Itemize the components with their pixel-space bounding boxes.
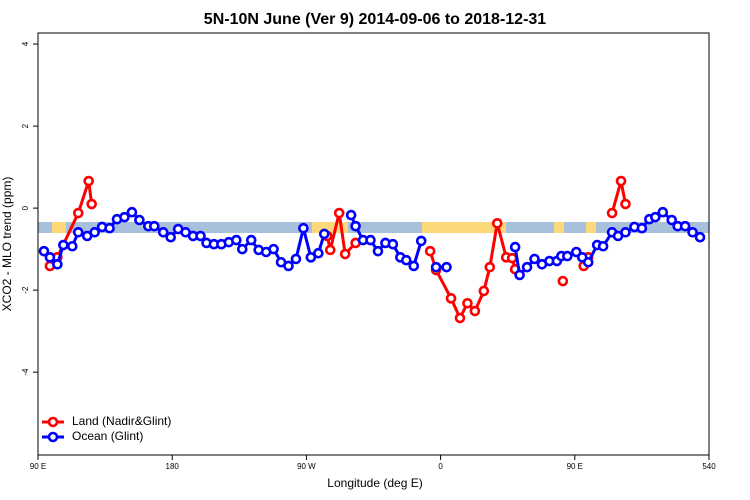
legend-label: Land (Nadir&Glint) bbox=[72, 414, 171, 428]
data-point bbox=[469, 305, 481, 317]
land-band bbox=[554, 222, 564, 233]
y-tick-label: -4 bbox=[21, 368, 30, 376]
land-band bbox=[422, 222, 506, 233]
data-point bbox=[333, 207, 345, 219]
data-point bbox=[694, 231, 706, 243]
ocean-band bbox=[38, 222, 709, 233]
data-point bbox=[38, 245, 50, 257]
chart-title: 5N-10N June (Ver 9) 2014-09-06 to 2018-1… bbox=[204, 11, 547, 28]
data-point bbox=[298, 222, 309, 234]
data-point bbox=[408, 260, 420, 272]
data-point bbox=[387, 238, 399, 250]
data-point bbox=[441, 261, 452, 273]
x-tick-label: 90 E bbox=[567, 462, 583, 471]
data-point bbox=[350, 220, 361, 232]
data-point bbox=[283, 260, 294, 272]
land-band bbox=[312, 222, 348, 233]
data-point bbox=[58, 239, 69, 251]
data-point bbox=[305, 252, 317, 263]
data-point bbox=[509, 241, 521, 253]
y-axis-label: XCO2 - MLO trend (ppm) bbox=[0, 177, 14, 312]
data-point bbox=[44, 252, 56, 263]
data-point bbox=[83, 175, 94, 187]
data-point bbox=[89, 227, 100, 238]
data-point bbox=[231, 234, 242, 246]
data-point bbox=[104, 222, 115, 234]
data-point bbox=[582, 256, 594, 268]
y-tick-label: 0 bbox=[21, 205, 30, 210]
data-point bbox=[165, 231, 177, 243]
data-point bbox=[615, 175, 627, 187]
x-axis-label: Longitude (deg E) bbox=[327, 476, 422, 490]
data-point bbox=[290, 253, 302, 265]
legend-marker bbox=[47, 416, 59, 428]
x-tick-label: 90 W bbox=[297, 462, 316, 471]
data-point bbox=[484, 261, 496, 273]
data-point bbox=[462, 297, 473, 309]
data-point bbox=[72, 207, 84, 219]
data-point bbox=[52, 259, 63, 270]
data-point bbox=[236, 243, 248, 255]
data-point bbox=[620, 227, 631, 238]
data-point bbox=[86, 198, 97, 210]
data-point bbox=[562, 250, 573, 262]
data-point bbox=[424, 245, 436, 257]
plot-frame bbox=[37, 32, 710, 456]
data-point bbox=[401, 254, 412, 266]
x-tick-label: 0 bbox=[438, 462, 443, 471]
data-point bbox=[687, 227, 698, 238]
data-point bbox=[430, 261, 442, 273]
x-tick-label: 90 E bbox=[30, 462, 46, 471]
data-point bbox=[66, 240, 78, 252]
legend-label: Ocean (Glint) bbox=[72, 429, 143, 443]
data-point bbox=[345, 209, 357, 221]
data-point bbox=[478, 285, 490, 297]
y-tick-label: 4 bbox=[21, 41, 30, 46]
data-point bbox=[445, 293, 457, 304]
data-point bbox=[157, 227, 169, 238]
data-point bbox=[597, 240, 609, 252]
surface-band bbox=[38, 222, 709, 233]
data-point bbox=[339, 248, 351, 260]
data-point bbox=[245, 234, 257, 246]
y-tick-label: 2 bbox=[21, 123, 30, 128]
data-point bbox=[126, 206, 138, 218]
data-point bbox=[415, 235, 427, 247]
data-point bbox=[454, 312, 466, 324]
data-point bbox=[514, 269, 525, 281]
data-point bbox=[491, 217, 503, 229]
land-band bbox=[52, 222, 66, 233]
data-point bbox=[529, 253, 540, 265]
data-point bbox=[606, 207, 618, 219]
data-point bbox=[318, 228, 330, 240]
land-band bbox=[586, 222, 596, 233]
data-point bbox=[134, 214, 145, 226]
data-point bbox=[149, 220, 160, 232]
data-point bbox=[119, 211, 130, 223]
data-point bbox=[666, 214, 678, 226]
data-point bbox=[313, 247, 324, 259]
data-point bbox=[557, 275, 569, 287]
legend-marker bbox=[47, 431, 59, 443]
data-point bbox=[372, 245, 384, 257]
y-tick-label: -2 bbox=[21, 286, 30, 294]
data-point bbox=[268, 243, 279, 255]
data-point bbox=[620, 198, 631, 210]
data-point bbox=[657, 206, 669, 218]
data-point bbox=[72, 227, 84, 238]
data-point bbox=[195, 230, 206, 242]
data-point bbox=[679, 220, 691, 232]
x-tick-label: 540 bbox=[702, 462, 716, 471]
data-point bbox=[324, 244, 336, 256]
data-point bbox=[636, 222, 648, 234]
data-point bbox=[650, 211, 661, 223]
x-tick-label: 180 bbox=[166, 462, 180, 471]
data-point bbox=[365, 234, 376, 246]
data-point bbox=[521, 261, 533, 273]
